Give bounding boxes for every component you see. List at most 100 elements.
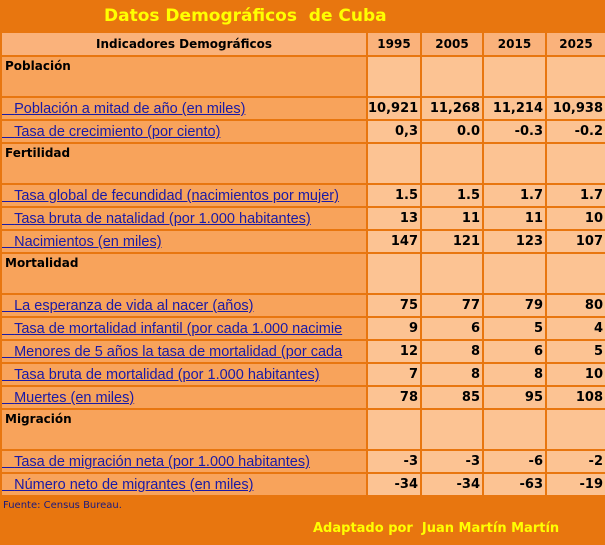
value-cell: 0,3 bbox=[368, 121, 420, 142]
empty-cell bbox=[547, 254, 605, 293]
value-cell: -6 bbox=[484, 451, 545, 472]
value-cell: 121 bbox=[422, 231, 482, 252]
empty-cell bbox=[547, 144, 605, 183]
value-cell: 11 bbox=[484, 208, 545, 229]
value-cell: 75 bbox=[368, 295, 420, 316]
indicator-link[interactable]: Población a mitad de año (en miles) bbox=[14, 101, 246, 117]
value-cell: 5 bbox=[547, 341, 605, 362]
value-cell: 4 bbox=[547, 318, 605, 339]
row-label-cell: Tasa de mortalidad infantil (por cada 1.… bbox=[2, 318, 366, 339]
row-label-cell: Número neto de migrantes (en miles) bbox=[2, 474, 366, 495]
value-cell: 0.0 bbox=[422, 121, 482, 142]
value-cell: 11 bbox=[422, 208, 482, 229]
section-label: Población bbox=[2, 57, 366, 96]
column-header: 2025 bbox=[547, 33, 605, 55]
value-cell: 6 bbox=[484, 341, 545, 362]
value-cell: -3 bbox=[422, 451, 482, 472]
empty-cell bbox=[368, 254, 420, 293]
empty-cell bbox=[422, 57, 482, 96]
empty-cell bbox=[422, 410, 482, 449]
value-cell: -2 bbox=[547, 451, 605, 472]
row-label-cell: Tasa global de fecundidad (nacimientos p… bbox=[2, 185, 366, 206]
value-cell: 10,921 bbox=[368, 98, 420, 119]
value-cell: 12 bbox=[368, 341, 420, 362]
value-cell: -0.3 bbox=[484, 121, 545, 142]
value-cell: 1.7 bbox=[484, 185, 545, 206]
indicator-link[interactable]: Nacimientos (en miles) bbox=[14, 234, 162, 250]
value-cell: 79 bbox=[484, 295, 545, 316]
value-cell: 1.5 bbox=[368, 185, 420, 206]
empty-cell bbox=[368, 410, 420, 449]
value-cell: 147 bbox=[368, 231, 420, 252]
row-label-cell: Menores de 5 años la tasa de mortalidad … bbox=[2, 341, 366, 362]
value-cell: 108 bbox=[547, 387, 605, 408]
value-cell: 8 bbox=[422, 341, 482, 362]
value-cell: 85 bbox=[422, 387, 482, 408]
empty-cell bbox=[368, 144, 420, 183]
section-label: Fertilidad bbox=[2, 144, 366, 183]
value-cell: 78 bbox=[368, 387, 420, 408]
empty-cell bbox=[484, 57, 545, 96]
value-cell: 5 bbox=[484, 318, 545, 339]
empty-cell bbox=[422, 144, 482, 183]
value-cell: -34 bbox=[368, 474, 420, 495]
value-cell: 80 bbox=[547, 295, 605, 316]
indicator-link[interactable]: Tasa de migración neta (por 1.000 habita… bbox=[14, 454, 310, 470]
value-cell: -0.2 bbox=[547, 121, 605, 142]
value-cell: 9 bbox=[368, 318, 420, 339]
indicator-link[interactable]: La esperanza de vida al nacer (años) bbox=[14, 298, 254, 314]
value-cell: 8 bbox=[422, 364, 482, 385]
empty-cell bbox=[547, 410, 605, 449]
value-cell: 11,268 bbox=[422, 98, 482, 119]
value-cell: 10 bbox=[547, 364, 605, 385]
section-label: Mortalidad bbox=[2, 254, 366, 293]
row-label-cell: Tasa bruta de mortalidad (por 1.000 habi… bbox=[2, 364, 366, 385]
value-cell: 6 bbox=[422, 318, 482, 339]
column-header: Indicadores Demográficos bbox=[2, 33, 366, 55]
value-cell: 10,938 bbox=[547, 98, 605, 119]
indicator-link[interactable]: Muertes (en miles) bbox=[14, 390, 135, 406]
value-cell: 11,214 bbox=[484, 98, 545, 119]
row-label-cell: Tasa de migración neta (por 1.000 habita… bbox=[2, 451, 366, 472]
empty-cell bbox=[547, 57, 605, 96]
value-cell: -3 bbox=[368, 451, 420, 472]
indicator-link[interactable]: Menores de 5 años la tasa de mortalidad … bbox=[14, 344, 343, 360]
indicator-link[interactable]: Tasa global de fecundidad (nacimientos p… bbox=[14, 188, 339, 204]
row-label-cell: Muertes (en miles) bbox=[2, 387, 366, 408]
value-cell: 107 bbox=[547, 231, 605, 252]
row-label-cell: Población a mitad de año (en miles) bbox=[2, 98, 366, 119]
column-header: 1995 bbox=[368, 33, 420, 55]
value-cell: 95 bbox=[484, 387, 545, 408]
value-cell: 123 bbox=[484, 231, 545, 252]
title: Datos Demográficos de Cuba bbox=[104, 6, 387, 26]
value-cell: 1.5 bbox=[422, 185, 482, 206]
value-cell: 77 bbox=[422, 295, 482, 316]
value-cell: -63 bbox=[484, 474, 545, 495]
value-cell: -19 bbox=[547, 474, 605, 495]
value-cell: 1.7 bbox=[547, 185, 605, 206]
row-label-cell: Tasa de crecimiento (por ciento) bbox=[2, 121, 366, 142]
indicator-link[interactable]: Tasa bruta de natalidad (por 1.000 habit… bbox=[14, 211, 311, 227]
row-label-cell: Tasa bruta de natalidad (por 1.000 habit… bbox=[2, 208, 366, 229]
credit: Adaptado por Juan Martín Martín bbox=[313, 521, 560, 536]
value-cell: -34 bbox=[422, 474, 482, 495]
value-cell: 8 bbox=[484, 364, 545, 385]
value-cell: 13 bbox=[368, 208, 420, 229]
empty-cell bbox=[484, 410, 545, 449]
indicator-link[interactable]: Número neto de migrantes (en miles) bbox=[14, 477, 254, 493]
value-cell: 7 bbox=[368, 364, 420, 385]
row-label-cell: Nacimientos (en miles) bbox=[2, 231, 366, 252]
column-header: 2005 bbox=[422, 33, 482, 55]
empty-cell bbox=[484, 144, 545, 183]
empty-cell bbox=[422, 254, 482, 293]
row-label-cell: La esperanza de vida al nacer (años) bbox=[2, 295, 366, 316]
value-cell: 10 bbox=[547, 208, 605, 229]
column-header: 2015 bbox=[484, 33, 545, 55]
indicator-link[interactable]: Tasa bruta de mortalidad (por 1.000 habi… bbox=[14, 367, 320, 383]
section-label: Migración bbox=[2, 410, 366, 449]
indicator-link[interactable]: Tasa de crecimiento (por ciento) bbox=[14, 124, 221, 140]
indicator-link[interactable]: Tasa de mortalidad infantil (por cada 1.… bbox=[14, 321, 343, 337]
empty-cell bbox=[484, 254, 545, 293]
source: Fuente: Census Bureau. bbox=[3, 500, 122, 511]
